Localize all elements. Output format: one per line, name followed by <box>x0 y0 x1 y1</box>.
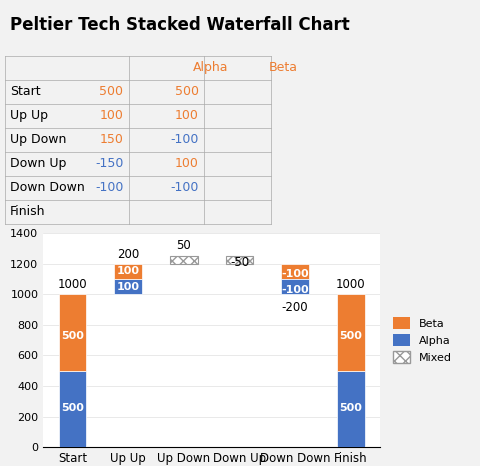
Text: -50: -50 <box>229 256 249 269</box>
Bar <box>169 256 197 264</box>
Text: Down Down: Down Down <box>10 181 85 194</box>
Text: -200: -200 <box>281 301 308 314</box>
Text: 500: 500 <box>99 85 123 98</box>
Bar <box>225 256 253 264</box>
Legend: Beta, Alpha, Mixed: Beta, Alpha, Mixed <box>388 313 456 367</box>
Text: -100: -100 <box>281 269 308 279</box>
Text: 100: 100 <box>175 157 198 170</box>
Text: -100: -100 <box>95 181 123 194</box>
Text: 100: 100 <box>117 281 139 292</box>
Bar <box>281 264 308 279</box>
Text: 150: 150 <box>99 133 123 146</box>
Text: 200: 200 <box>117 247 139 260</box>
Bar <box>59 371 86 447</box>
Bar <box>114 279 142 294</box>
Bar <box>59 294 86 371</box>
Text: 50: 50 <box>176 239 191 252</box>
Text: 500: 500 <box>174 85 198 98</box>
Bar <box>281 279 308 294</box>
Text: 1000: 1000 <box>58 278 87 291</box>
Text: 100: 100 <box>175 110 198 123</box>
Bar <box>336 294 364 371</box>
Text: Up Up: Up Up <box>10 110 48 123</box>
Text: -100: -100 <box>281 285 308 295</box>
Text: Finish: Finish <box>10 205 46 218</box>
Text: 500: 500 <box>338 403 361 413</box>
Text: 1000: 1000 <box>335 278 365 291</box>
Text: -100: -100 <box>170 181 198 194</box>
Text: 100: 100 <box>99 110 123 123</box>
Text: -100: -100 <box>170 133 198 146</box>
Bar <box>336 371 364 447</box>
Text: Alpha: Alpha <box>193 62 228 75</box>
Text: 100: 100 <box>117 266 139 276</box>
Text: Peltier Tech Stacked Waterfall Chart: Peltier Tech Stacked Waterfall Chart <box>10 16 348 34</box>
Bar <box>114 264 142 279</box>
Text: Up Down: Up Down <box>10 133 66 146</box>
Text: 500: 500 <box>61 403 84 413</box>
Text: Down Up: Down Up <box>10 157 66 170</box>
Text: -150: -150 <box>95 157 123 170</box>
Text: 500: 500 <box>338 330 361 341</box>
Text: Start: Start <box>10 85 41 98</box>
Text: Beta: Beta <box>268 62 297 75</box>
Text: 500: 500 <box>61 330 84 341</box>
